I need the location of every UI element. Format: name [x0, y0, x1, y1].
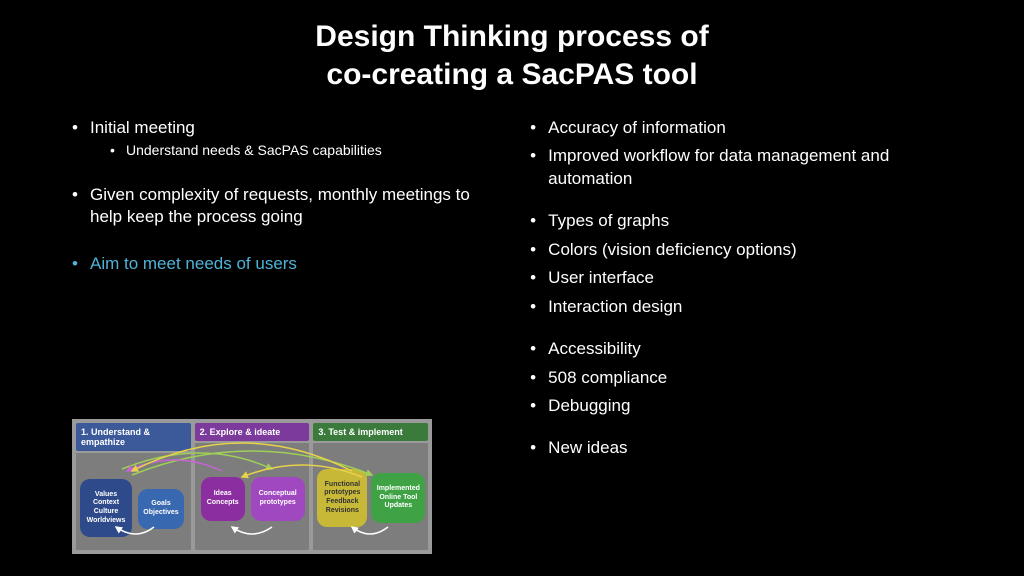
- right-g2-3: User interface: [530, 267, 976, 289]
- right-g1-1: Accuracy of information: [530, 117, 976, 139]
- diagram-node: Conceptualprototypes: [251, 477, 305, 521]
- right-group-1: Accuracy of information Improved workflo…: [530, 117, 976, 190]
- slide-title: Design Thinking process of co-creating a…: [0, 0, 1024, 93]
- diagram-column: 3. Test & implement FunctionalprototypesF…: [313, 423, 428, 550]
- diagram-column-body: IdeasConceptsConceptualprototypes: [195, 443, 310, 550]
- right-g3-1: Accessibility: [530, 338, 976, 360]
- left-item-1-text: Initial meeting: [90, 118, 195, 137]
- right-column: Accuracy of information Improved workflo…: [530, 117, 976, 466]
- diagram-node: FunctionalprototypesFeedbackRevisions: [317, 469, 367, 527]
- left-list: Initial meeting Understand needs & SacPA…: [72, 117, 482, 160]
- process-diagram: 1. Understand & empathizeValuesContextCu…: [72, 419, 432, 554]
- diagram-node: ImplementedOnline ToolUpdates: [371, 473, 425, 523]
- diagram-column-body: ValuesContextCultureWorldviewsGoalsObjec…: [76, 453, 191, 550]
- right-g3-2: 508 compliance: [530, 367, 976, 389]
- left-item-3-highlight: Aim to meet needs of users: [72, 253, 482, 275]
- left-item-1-sub-1: Understand needs & SacPAS capabilities: [110, 141, 482, 159]
- diagram-node: ValuesContextCultureWorldviews: [80, 479, 132, 537]
- diagram-node: GoalsObjectives: [138, 489, 184, 529]
- diagram-column: 2. Explore & ideate IdeasConceptsConceptu…: [195, 423, 310, 550]
- slide: Design Thinking process of co-creating a…: [0, 0, 1024, 576]
- right-g2-2: Colors (vision deficiency options): [530, 239, 976, 261]
- right-g2-1: Types of graphs: [530, 210, 976, 232]
- left-list-2: Given complexity of requests, monthly me…: [72, 184, 482, 229]
- right-g2-4: Interaction design: [530, 296, 976, 318]
- columns: Initial meeting Understand needs & SacPA…: [0, 93, 1024, 466]
- left-item-1: Initial meeting Understand needs & SacPA…: [72, 117, 482, 160]
- left-list-3: Aim to meet needs of users: [72, 253, 482, 275]
- right-g4-1: New ideas: [530, 437, 976, 459]
- diagram-column-header: 2. Explore & ideate: [195, 423, 310, 441]
- left-item-2: Given complexity of requests, monthly me…: [72, 184, 482, 229]
- title-line-1: Design Thinking process of: [315, 20, 708, 53]
- diagram-column-header: 1. Understand & empathize: [76, 423, 191, 451]
- right-group-4: New ideas: [530, 437, 976, 459]
- right-g1-2: Improved workflow for data management an…: [530, 145, 976, 190]
- right-g3-3: Debugging: [530, 395, 976, 417]
- left-column: Initial meeting Understand needs & SacPA…: [72, 117, 482, 466]
- diagram-column: 1. Understand & empathizeValuesContextCu…: [76, 423, 191, 550]
- title-line-2: co-creating a SacPAS tool: [326, 58, 697, 91]
- diagram-node: IdeasConcepts: [201, 477, 245, 521]
- diagram-column-header: 3. Test & implement: [313, 423, 428, 441]
- right-group-3: Accessibility 508 compliance Debugging: [530, 338, 976, 417]
- diagram-column-body: FunctionalprototypesFeedbackRevisionsImp…: [313, 443, 428, 550]
- left-item-1-sub: Understand needs & SacPAS capabilities: [110, 141, 482, 159]
- right-group-2: Types of graphs Colors (vision deficienc…: [530, 210, 976, 318]
